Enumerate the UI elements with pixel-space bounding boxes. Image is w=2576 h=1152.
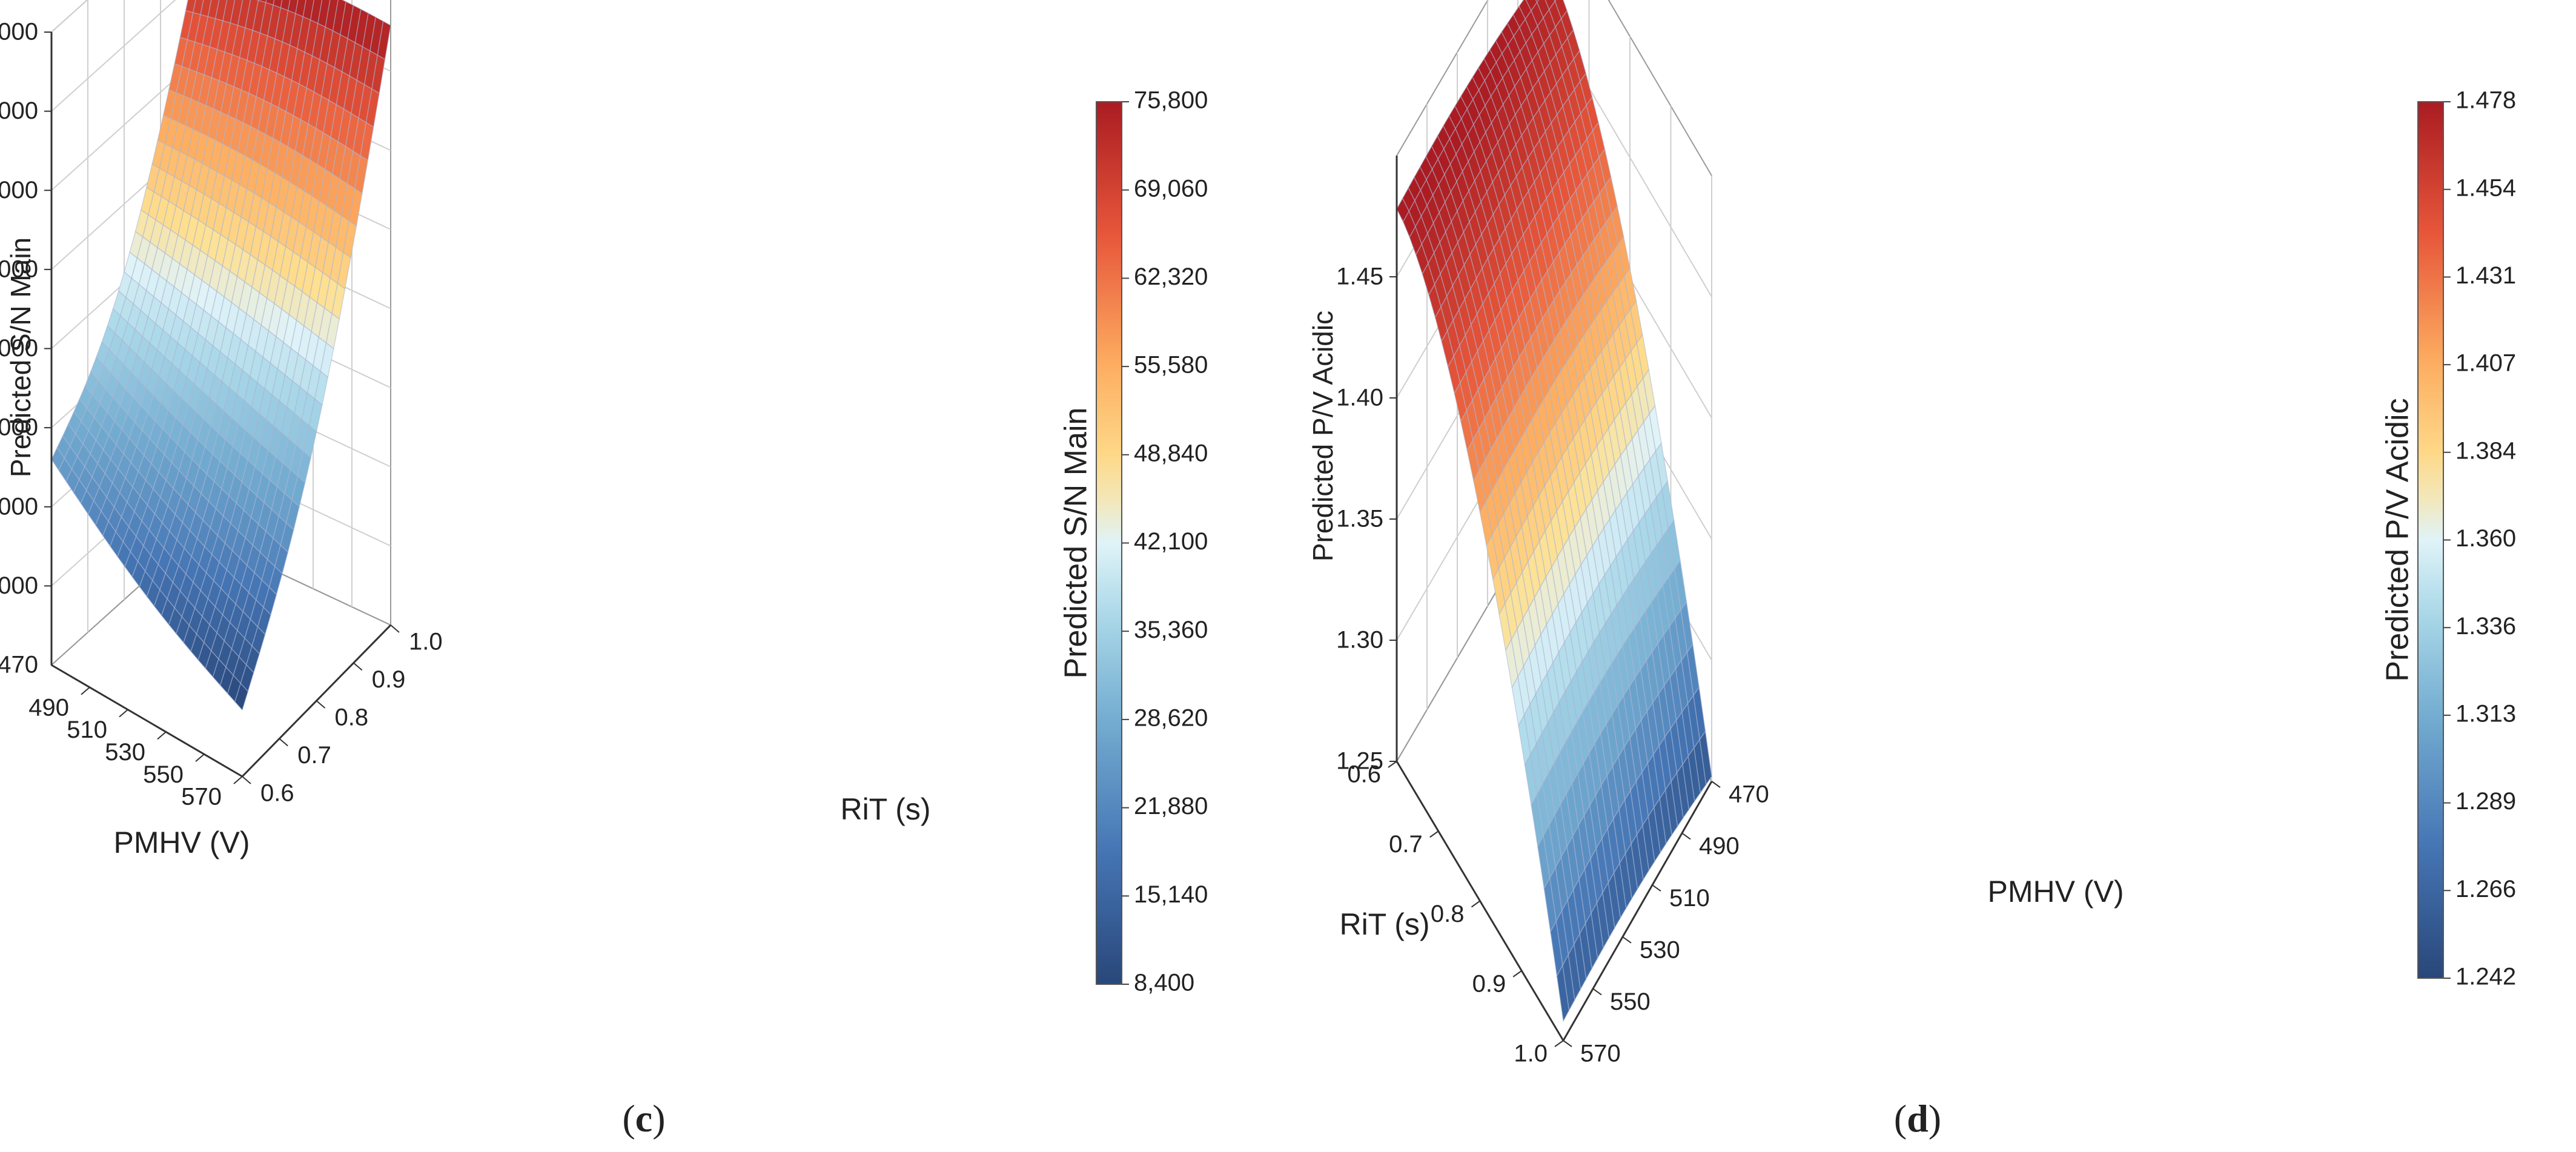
x-tick xyxy=(1430,831,1439,837)
colorbar-tick-label: 1.454 xyxy=(2455,174,2516,201)
x-tick-label: 0.9 xyxy=(1472,970,1506,997)
y-tick-label: 0.8 xyxy=(335,704,369,731)
colorbar-tick-label: 28,620 xyxy=(1134,704,1208,731)
y-tick-label: 530 xyxy=(1640,936,1680,963)
x-tick xyxy=(119,710,128,717)
colorbar-title: Predicted S/N Main xyxy=(1059,408,1094,679)
x-tick xyxy=(234,776,242,784)
colorbar-gradient xyxy=(2418,102,2443,978)
caption-c: (c) xyxy=(622,1097,665,1140)
colorbar-tick-label: 75,800 xyxy=(1134,87,1208,114)
y-tick xyxy=(1712,781,1720,787)
y-tick xyxy=(317,701,325,708)
y-tick xyxy=(391,625,399,632)
x-tick xyxy=(196,754,204,761)
z-axis-title: Predicted S/N Main xyxy=(5,237,36,477)
colorbar-tick-label: 69,060 xyxy=(1134,175,1208,202)
z-tick-label: 470 xyxy=(0,652,38,678)
z-tick-label: 20000 xyxy=(0,493,38,520)
colorbar-tick-label: 1.431 xyxy=(2455,262,2516,289)
x-tick-label: 510 xyxy=(67,717,107,743)
colorbar-tick-label: 15,140 xyxy=(1134,881,1208,908)
y-tick xyxy=(1563,1041,1572,1047)
z-tick-label: 1.35 xyxy=(1336,506,1383,532)
z-tick-label: 10000 xyxy=(0,572,38,599)
colorbar-tick-label: 48,840 xyxy=(1134,440,1208,466)
y-tick-label: 0.6 xyxy=(260,780,294,807)
colorbar-title: Predicted P/V Acidic xyxy=(2380,398,2415,681)
z-tick-label: 1.40 xyxy=(1336,385,1383,411)
y-axis-title: RiT (s) xyxy=(840,792,930,826)
y-tick-label: 470 xyxy=(1729,781,1769,808)
z-tick-label: 1.45 xyxy=(1336,263,1383,290)
colorbar-gradient xyxy=(1096,102,1122,984)
colorbar-tick-label: 1.336 xyxy=(2455,613,2516,640)
x-tick xyxy=(1388,761,1397,767)
z-axis-title: Predicted P/V Acidic xyxy=(1307,311,1339,561)
y-tick xyxy=(242,776,251,784)
colorbar-tick-label: 55,580 xyxy=(1134,352,1208,379)
y-tick-label: 550 xyxy=(1610,988,1651,1015)
colorbar-tick-label: 1.407 xyxy=(2455,350,2516,377)
x-tick xyxy=(157,732,166,739)
x-axis-title: RiT (s) xyxy=(1339,907,1429,941)
y-tick-label: 0.9 xyxy=(372,666,406,693)
x-tick-label: 0.7 xyxy=(1389,831,1423,858)
caption-d: (d) xyxy=(1894,1097,1941,1140)
x-tick xyxy=(1513,971,1521,977)
colorbar-tick-label: 35,360 xyxy=(1134,617,1208,643)
colorbar-tick-label: 42,100 xyxy=(1134,528,1208,555)
y-tick xyxy=(1652,885,1661,891)
colorbar-tick-label: 21,880 xyxy=(1134,793,1208,819)
colorbar-tick-label: 1.289 xyxy=(2455,788,2516,815)
x-tick-label: 0.6 xyxy=(1347,761,1381,788)
y-tick-label: 570 xyxy=(1580,1041,1621,1067)
x-tick-label: 0.8 xyxy=(1431,901,1465,927)
x-axis-title: PMHV (V) xyxy=(114,826,250,859)
y-tick xyxy=(279,739,288,746)
surface-plot-c-svg: 4701000020000300004000050000600007000080… xyxy=(0,0,1288,1149)
x-tick-label: 530 xyxy=(105,739,145,766)
x-tick-label: 1.0 xyxy=(1514,1041,1548,1067)
y-tick xyxy=(1623,937,1631,943)
y-tick xyxy=(1682,833,1690,839)
x-tick-label: 490 xyxy=(28,694,69,721)
z-tick-label: 80000 xyxy=(0,19,38,45)
y-axis-title: PMHV (V) xyxy=(1988,875,2124,909)
colorbar-tick-label: 1.478 xyxy=(2455,87,2516,114)
x-tick xyxy=(81,687,90,695)
y-tick-label: 490 xyxy=(1699,833,1740,859)
colorbar-tick-label: 1.384 xyxy=(2455,437,2516,464)
y-tick-label: 0.7 xyxy=(297,742,331,769)
x-tick xyxy=(1555,1041,1563,1047)
colorbar: 1.478 1.454 1.431 1.407 1.384 1.360 1.336 1.313… xyxy=(2380,87,2516,990)
y-tick xyxy=(354,663,362,670)
colorbar-tick-label: 1.313 xyxy=(2455,700,2516,727)
z-tick-label: 60000 xyxy=(0,177,38,204)
colorbar-tick-label: 1.242 xyxy=(2455,964,2516,990)
colorbar: 75,800 69,060 62,320 55,580 48,840 42,100 35,3… xyxy=(1059,87,1208,996)
colorbar-tick-label: 8,400 xyxy=(1134,970,1194,996)
surface-plot-c: 4701000020000300004000050000600007000080… xyxy=(0,0,1288,1149)
z-tick-label: 1.30 xyxy=(1336,627,1383,654)
y-tick xyxy=(1593,988,1601,995)
colorbar-tick-label: 62,320 xyxy=(1134,263,1208,290)
x-tick xyxy=(1472,901,1480,907)
x-tick-label: 570 xyxy=(181,784,222,810)
colorbar-tick-label: 1.266 xyxy=(2455,876,2516,902)
x-tick-label: 550 xyxy=(143,761,184,788)
y-tick-label: 1.0 xyxy=(409,629,443,655)
y-tick-label: 510 xyxy=(1669,885,1710,912)
colorbar-tick-label: 1.360 xyxy=(2455,525,2516,552)
